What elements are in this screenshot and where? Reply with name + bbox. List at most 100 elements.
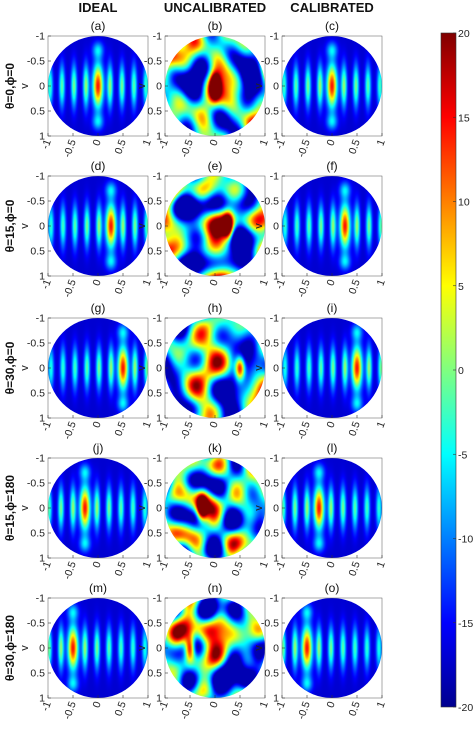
panel-label: (l) <box>327 441 338 455</box>
y-tick-label: 1 <box>156 271 162 283</box>
colorbar-tick-label: -5 <box>458 449 467 461</box>
y-tick-label: -0.5 <box>144 478 162 490</box>
x-tick-label: -1 <box>156 560 171 573</box>
y-tick-label: -1 <box>36 453 45 465</box>
y-axis-label: v <box>253 83 265 89</box>
x-tick-label: 0.5 <box>113 560 129 578</box>
y-tick-label: 1 <box>39 271 45 283</box>
y-tick-label: 0.5 <box>30 668 45 680</box>
x-tick-label: 1 <box>258 560 271 570</box>
y-axis-label: v <box>253 223 265 229</box>
y-axis-label: v <box>136 365 148 371</box>
y-tick-label: -1 <box>153 171 162 183</box>
row-label-2: θ=30,ϕ=0 <box>3 341 17 394</box>
x-tick-label: 0.5 <box>347 560 363 578</box>
x-tick-label: -0.5 <box>295 278 313 299</box>
beam-pattern-image <box>165 36 265 136</box>
y-tick-label: 1 <box>156 553 162 565</box>
y-tick-label: 1 <box>273 271 279 283</box>
panel-(n): (n)-1-0.500.51-1-0.500.51vu <box>136 581 271 721</box>
beam-pattern-image <box>282 176 382 276</box>
panel-label: (i) <box>327 301 338 315</box>
y-tick-label: 0.5 <box>147 668 162 680</box>
x-tick-label: -0.5 <box>61 278 79 299</box>
y-tick-label: 0.5 <box>264 528 279 540</box>
x-tick-label: -0.5 <box>178 138 196 159</box>
y-tick-label: 0 <box>273 503 279 515</box>
colorbar: 20 15 10 5 0 -5 -10 -15 -20 <box>440 28 473 714</box>
x-tick-label: -0.5 <box>61 700 79 721</box>
panel-label: (f) <box>326 159 337 173</box>
beam-pattern-image <box>282 36 382 136</box>
row-label-4: θ=30,ϕ=180 <box>3 615 17 682</box>
panel-(c): (c)-1-0.500.51-1 -0.5 0 0.5 1v <box>253 19 388 159</box>
y-tick-label: 0.5 <box>30 528 45 540</box>
y-tick-label: 0.5 <box>30 388 45 400</box>
x-tick-label: 0 <box>91 700 104 710</box>
x-tick-label: 1 <box>141 420 154 430</box>
panel-(j): (j)-1-0.500.51-1 -0.5 0 0.5 1v <box>19 441 154 581</box>
y-tick-label: -0.5 <box>27 196 45 208</box>
x-tick-label: 1 <box>375 420 388 430</box>
beam-pattern-image <box>48 318 148 418</box>
beam-pattern-image <box>165 318 265 418</box>
y-tick-label: -1 <box>153 593 162 605</box>
beam-pattern-image <box>282 598 382 698</box>
panel-label: (e) <box>208 159 223 173</box>
x-tick-label: 0.5 <box>230 560 246 578</box>
y-tick-label: 0.5 <box>264 388 279 400</box>
panel-(h): (h)-1-0.500.51-1 -0.5 0 0.5 1v <box>136 301 271 441</box>
colorbar-tick-label: -20 <box>458 702 473 714</box>
panel-label: (n) <box>208 581 223 595</box>
y-tick-label: 0 <box>273 363 279 375</box>
y-axis-label: v <box>253 505 265 511</box>
x-tick-label: -1 <box>156 700 171 713</box>
x-tick-label: 1 <box>141 138 154 148</box>
y-tick-label: -1 <box>270 313 279 325</box>
x-tick-label: 0.5 <box>347 700 363 718</box>
beam-pattern-image <box>48 598 148 698</box>
y-tick-label: 0 <box>156 363 162 375</box>
x-tick-label: -0.5 <box>295 700 313 721</box>
x-tick-label: -1 <box>273 278 288 291</box>
y-tick-label: 0 <box>156 503 162 515</box>
x-tick-label: 0 <box>91 560 104 570</box>
y-tick-label: 1 <box>273 131 279 143</box>
y-axis-label: v <box>136 505 148 511</box>
panel-label: (h) <box>208 301 223 315</box>
y-tick-label: -0.5 <box>27 56 45 68</box>
x-tick-label: 0.5 <box>347 278 363 296</box>
x-tick-label: -0.5 <box>178 700 196 721</box>
panel-(e): (e)-1-0.500.51-1 -0.5 0 0.5 1v <box>136 159 271 299</box>
x-tick-label: 0 <box>208 138 221 148</box>
y-tick-label: -0.5 <box>261 196 279 208</box>
beam-pattern-image <box>48 458 148 558</box>
x-tick-label: 0 <box>325 138 338 148</box>
x-tick-label: -0.5 <box>178 560 196 581</box>
x-tick-label: 1 <box>141 560 154 570</box>
y-axis-label: v <box>19 365 31 371</box>
y-axis-label: v <box>253 365 265 371</box>
x-tick-label: -0.5 <box>295 560 313 581</box>
x-tick-label: -0.5 <box>178 278 196 299</box>
y-tick-label: 0 <box>273 221 279 233</box>
y-tick-label: 1 <box>39 693 45 705</box>
y-tick-label: 0.5 <box>147 246 162 258</box>
y-tick-label: 0.5 <box>147 106 162 118</box>
y-tick-label: 0.5 <box>147 388 162 400</box>
panel-(g): (g)-1-0.500.51-1 -0.5 0 0.5 1v <box>19 301 154 441</box>
y-tick-label: -1 <box>270 31 279 43</box>
y-tick-label: -1 <box>153 453 162 465</box>
x-tick-label: 1 <box>141 700 154 710</box>
y-axis-label: v <box>136 645 148 651</box>
colorbar-tick-label: 0 <box>458 365 464 377</box>
x-tick-label: 0 <box>325 420 338 430</box>
y-tick-label: -0.5 <box>27 338 45 350</box>
y-axis-label: v <box>19 645 31 651</box>
x-tick-label: 1 <box>258 138 271 148</box>
y-axis-label: v <box>19 223 31 229</box>
x-tick-label: 0.5 <box>113 138 129 156</box>
y-tick-label: 0 <box>156 221 162 233</box>
y-tick-label: -0.5 <box>144 56 162 68</box>
y-tick-label: 1 <box>273 693 279 705</box>
